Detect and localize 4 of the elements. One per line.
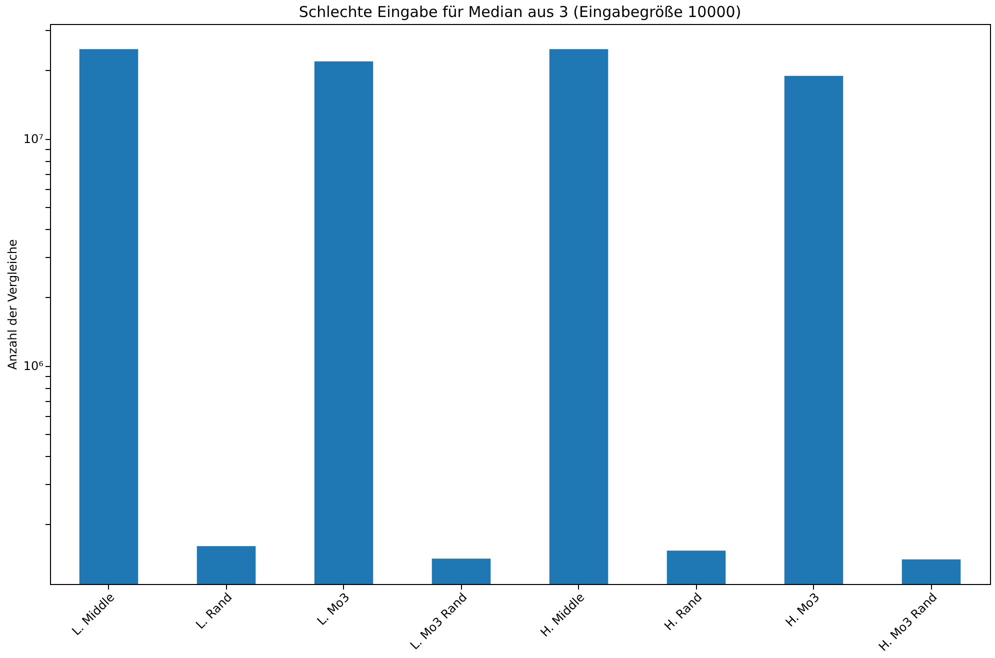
y-tick-label: 10⁷ (23, 132, 44, 146)
chart-title: Schlechte Eingabe für Median aus 3 (Eingabegröße 10000) (298, 3, 742, 21)
y-tick-label: 10⁶ (23, 359, 44, 374)
y-axis-title: Anzahl der Vergleiche (5, 239, 20, 370)
